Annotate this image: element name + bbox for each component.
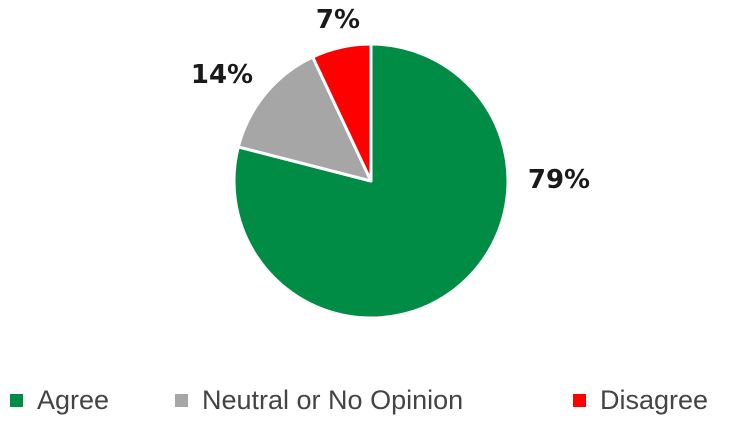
pie-slice-disagree	[311, 42, 373, 183]
data-label-neutral-or-no-opinion: 14%	[191, 60, 253, 90]
legend: Agree Neutral or No Opinion Disagree	[0, 382, 744, 418]
legend-item-agree: Agree	[10, 382, 109, 418]
data-label-agree: 79%	[528, 165, 590, 195]
legend-swatch-agree	[10, 393, 23, 407]
data-label-disagree: 7%	[316, 5, 360, 35]
legend-swatch-neutral	[175, 393, 188, 407]
pie-chart: 79% 14% 7%	[191, 5, 590, 320]
legend-item-disagree: Disagree	[573, 382, 708, 418]
pie-slice-neutral-or-no-opinion	[236, 55, 373, 183]
legend-label-disagree: Disagree	[600, 384, 709, 415]
legend-item-neutral: Neutral or No Opinion	[175, 382, 463, 418]
legend-swatch-disagree	[573, 393, 586, 407]
legend-label-neutral: Neutral or No Opinion	[202, 384, 464, 415]
legend-label-agree: Agree	[37, 384, 110, 415]
